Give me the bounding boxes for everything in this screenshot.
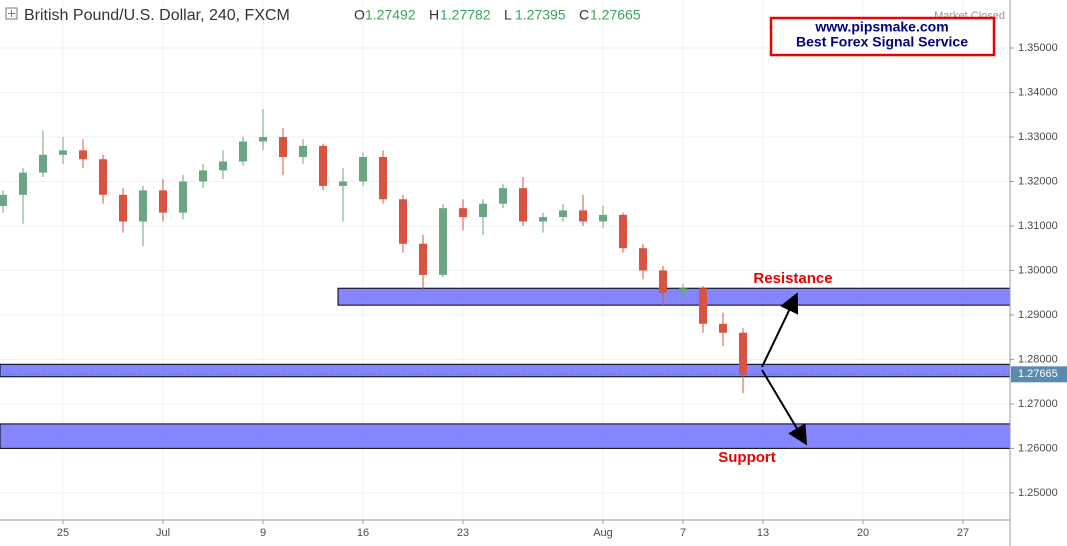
candle-body [699,288,707,324]
candle-body [559,210,567,218]
candle-body [99,159,107,195]
annotation: Resistance [753,270,832,287]
chart-title: British Pound/U.S. Dollar, 240, FXCM [24,7,290,24]
x-tick-label: 16 [357,527,369,539]
candle-body [219,161,227,171]
candle-body [279,137,287,158]
watermark-box [769,16,996,57]
candle-body [139,190,147,222]
candle-body [299,145,307,158]
candle-body [79,150,87,160]
arrow [761,292,799,368]
arrow [761,369,808,446]
y-tick-label: 1.30000 [1018,264,1058,276]
candle-body [59,150,67,155]
ohlc-value: 1.27395 [515,7,566,23]
y-tick-label: 1.35000 [1018,42,1058,54]
y-tick-label: 1.32000 [1018,175,1058,187]
ohlc-value: 1.27782 [440,7,491,23]
candle-body [479,203,487,218]
candle-body [639,248,647,271]
y-tick-label: 1.28000 [1018,353,1058,365]
y-tick-label: 1.29000 [1018,309,1058,321]
candle-body [739,332,747,375]
axes: 1.25000 1.26000 1.27000 1.28000 1.29000 1.300… [0,42,1067,539]
candle-body [359,157,367,182]
candle-body [399,199,407,244]
ohlc-label: C [579,7,589,23]
candle-body [459,208,467,218]
x-tick-label: 27 [957,527,969,539]
x-tick-label: Jul [156,527,170,539]
candle-body [19,172,27,195]
candle-body [179,181,187,213]
candle-body [379,157,387,200]
candle-body [339,181,347,186]
candle-body [199,170,207,182]
ohlc-header: O 1.27492 H 1.27782 L 1.27395 C 1.27665 [354,7,641,23]
collapse-icon-plus [8,10,15,17]
candle-body [539,217,547,222]
candle-body [119,194,127,222]
y-tick-label: 1.25000 [1018,487,1058,499]
x-tick-label: 9 [260,527,266,539]
watermark-line: Best Forex Signal Service [796,34,968,50]
candle-body [519,188,527,222]
ohlc-label: L [504,7,512,23]
candle-body [419,243,427,275]
candle-body [239,141,247,162]
x-tick-label: 13 [757,527,769,539]
y-tick-label: 1.34000 [1018,86,1058,98]
x-tick-label: 23 [457,527,469,539]
candle-body [679,288,687,293]
zone [0,363,1011,378]
last-price-label: 1.27665 [1018,368,1058,380]
candle-body [39,154,47,173]
ohlc-label: H [429,7,439,23]
y-tick-label: 1.33000 [1018,131,1058,143]
candles [0,108,747,394]
candle-body [319,145,327,186]
annotation: Support [718,449,776,466]
watermark-line: www.pipsmake.com [814,19,948,35]
y-tick-label: 1.27000 [1018,398,1058,410]
candle-body [499,188,507,204]
zone [0,423,1011,449]
candle-body [439,208,447,275]
candle-body [159,190,167,213]
y-tick-label: 1.31000 [1018,220,1058,232]
x-tick-label: 20 [857,527,869,539]
candle-body [599,214,607,222]
x-tick-label: 25 [57,527,69,539]
candle-body [0,194,7,206]
candle-body [719,323,727,333]
last-price-tag [1011,366,1067,383]
ohlc-value: 1.27492 [365,7,416,23]
collapse-icon[interactable] [5,7,18,20]
candle-body [619,214,627,249]
ohlc-value: 1.27665 [590,7,641,23]
candle-body [659,270,667,293]
zone [337,287,1011,306]
x-tick-label: Aug [593,527,613,539]
zones [0,287,1011,449]
x-tick-label: 7 [680,527,686,539]
candle-body [579,210,587,222]
candle-body [259,137,267,142]
y-tick-label: 1.26000 [1018,442,1058,454]
ohlc-label: O [354,7,365,23]
